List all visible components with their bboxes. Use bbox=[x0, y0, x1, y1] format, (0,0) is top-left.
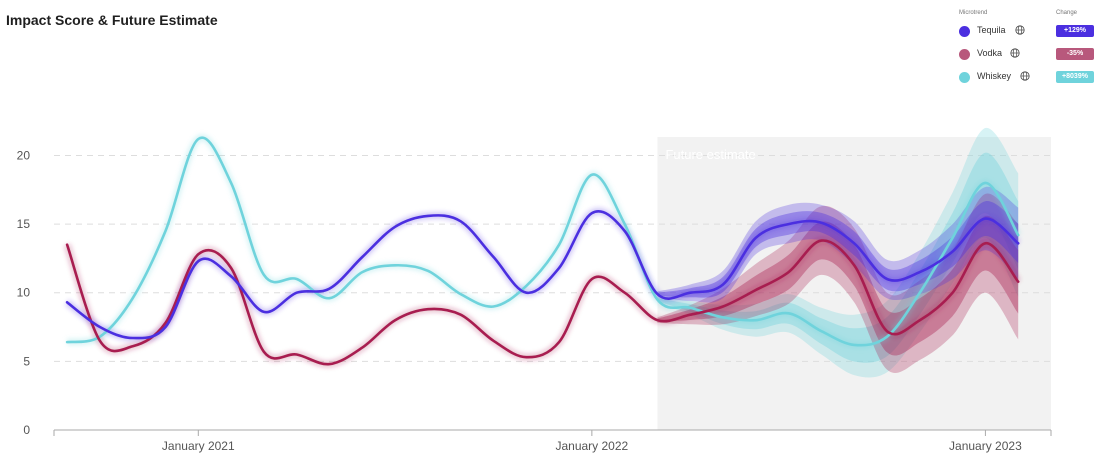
legend-col-microtrend: Microtrend bbox=[959, 10, 988, 16]
y-tick-label-0: 0 bbox=[23, 423, 30, 437]
legend-col-change: Change bbox=[1056, 10, 1078, 16]
series-line-vodka bbox=[65, 239, 1020, 366]
legend-label-vodka: Vodka bbox=[977, 48, 1003, 58]
forecast-band-vodka-inner bbox=[657, 215, 1019, 356]
legend-label-whiskey: Whiskey bbox=[977, 71, 1012, 81]
globe-icon[interactable] bbox=[1015, 25, 1025, 35]
series-line-whiskey bbox=[65, 136, 1020, 347]
chart-title: Impact Score & Future Estimate bbox=[6, 12, 218, 28]
y-tick-label-15: 15 bbox=[17, 217, 31, 231]
legend-dot-vodka bbox=[959, 49, 970, 60]
forecast-band-vodka-outer bbox=[657, 193, 1019, 373]
legend-change-whiskey: +8039% bbox=[1056, 71, 1094, 83]
legend-item-vodka[interactable]: Vodka -35% bbox=[957, 44, 1102, 66]
legend-change-tequila: +129% bbox=[1056, 25, 1094, 37]
legend-header: Microtrend Change bbox=[957, 10, 1102, 20]
legend-dot-tequila bbox=[959, 26, 970, 37]
legend-item-whiskey[interactable]: Whiskey +8039% bbox=[957, 67, 1102, 89]
x-tick-label-0: January 2021 bbox=[162, 439, 235, 453]
axes: 0 5 10 15 20 January 2021 January 2022 January … bbox=[17, 148, 1052, 453]
x-tick-label-1: January 2022 bbox=[555, 439, 628, 453]
legend-change-vodka: -35% bbox=[1056, 48, 1094, 60]
series-lines bbox=[65, 136, 1020, 366]
legend-item-tequila[interactable]: Tequila +129% bbox=[957, 21, 1102, 43]
series-line-tequila bbox=[65, 210, 1020, 340]
x-tick-label-2: January 2023 bbox=[949, 439, 1022, 453]
y-tick-label-5: 5 bbox=[23, 354, 30, 368]
forecast-label: Future estimate bbox=[665, 147, 755, 162]
y-tick-label-20: 20 bbox=[17, 148, 31, 162]
legend: Microtrend Change Tequila +129% Vodka -3… bbox=[957, 10, 1102, 89]
y-tick-label-10: 10 bbox=[17, 286, 31, 300]
legend-dot-whiskey bbox=[959, 72, 970, 83]
globe-icon[interactable] bbox=[1020, 71, 1030, 81]
globe-icon[interactable] bbox=[1010, 48, 1020, 58]
legend-label-tequila: Tequila bbox=[977, 25, 1006, 35]
